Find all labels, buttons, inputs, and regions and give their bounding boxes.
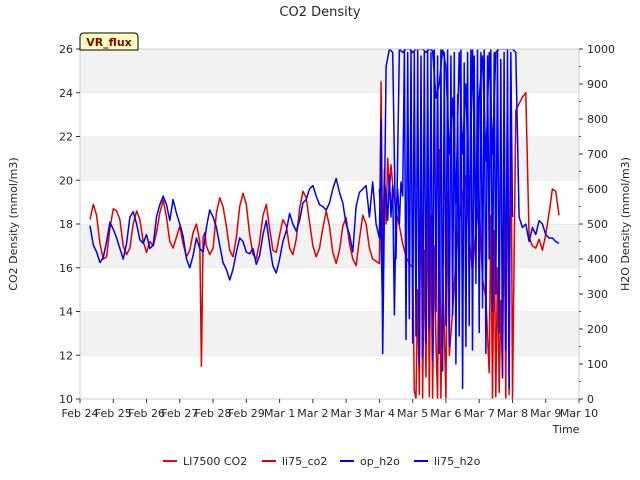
x-tick-label: Feb 25 — [95, 407, 132, 420]
x-tick-label: Mar 10 — [560, 407, 598, 420]
grid-band — [80, 92, 579, 137]
right-tick-label: 300 — [587, 288, 608, 301]
x-tick-label: Mar 5 — [397, 407, 428, 420]
grid-band — [80, 311, 579, 356]
x-tick-label: Mar 8 — [497, 407, 528, 420]
series-layer — [89, 49, 560, 399]
badge-label: VR_flux — [86, 36, 132, 49]
right-y-axis: 0 100 200 300 400 500 600 700 800 900 1000 — [579, 43, 615, 406]
right-tick-label: 500 — [587, 218, 608, 231]
left-tick-label: 22 — [59, 131, 73, 144]
legend-label: li75_h2o — [434, 455, 481, 468]
right-tick-label: 0 — [587, 393, 594, 406]
x-tick-label: Feb 28 — [195, 407, 232, 420]
left-tick-label: 26 — [59, 43, 73, 56]
legend-label: li75_co2 — [282, 455, 327, 468]
left-tick-label: 12 — [59, 349, 73, 362]
series-group — [89, 49, 560, 399]
right-tick-label: 400 — [587, 253, 608, 266]
legend: LI7500 CO2 li75_co2 op_h2o li75_h2o — [163, 455, 481, 468]
x-tick-label: Mar 4 — [364, 407, 395, 420]
left-tick-label: 10 — [59, 393, 73, 406]
left-tick-label: 18 — [59, 218, 73, 231]
badge-box — [79, 32, 139, 51]
vr-flux-badge: VR_flux — [79, 32, 139, 51]
right-tick-label: 1000 — [587, 43, 615, 56]
grid-band — [80, 136, 579, 181]
right-y-axis-label: H2O Density (mmol/m3) — [619, 157, 632, 291]
right-tick-label: 800 — [587, 113, 608, 126]
x-tick-label: Mar 7 — [464, 407, 495, 420]
legend-label: LI7500 CO2 — [183, 455, 247, 468]
right-tick-label: 200 — [587, 323, 608, 336]
right-tick-label: 900 — [587, 78, 608, 91]
left-tick-label: 20 — [59, 174, 73, 187]
grid-band — [80, 355, 579, 399]
left-tick-label: 24 — [59, 87, 73, 100]
legend-label: op_h2o — [360, 455, 400, 468]
x-tick-label: Mar 2 — [297, 407, 328, 420]
x-tick-label: Mar 3 — [331, 407, 362, 420]
left-tick-label: 14 — [59, 306, 73, 319]
chart-title: CO2 Density — [279, 5, 360, 20]
right-tick-label: 100 — [587, 358, 608, 371]
x-axis-label: Time — [552, 423, 580, 436]
x-tick-label: Feb 26 — [128, 407, 165, 420]
left-y-axis-label: CO2 Density (mmol/m3) — [7, 157, 20, 290]
x-tick-label: Feb 24 — [62, 407, 99, 420]
x-tick-label: Feb 27 — [161, 407, 198, 420]
x-tick-label: Mar 6 — [430, 407, 461, 420]
series-line-li75_h2o — [378, 49, 514, 390]
x-tick-label: Mar 1 — [264, 407, 295, 420]
right-tick-label: 700 — [587, 148, 608, 161]
left-tick-label: 16 — [59, 262, 73, 275]
series-line-li75_co2 — [89, 70, 560, 399]
x-tick-label: Mar 9 — [530, 407, 561, 420]
left-y-axis: 10 12 14 16 18 20 22 24 26 — [59, 43, 80, 406]
x-tick-label: Feb 29 — [228, 407, 265, 420]
right-tick-label: 600 — [587, 183, 608, 196]
